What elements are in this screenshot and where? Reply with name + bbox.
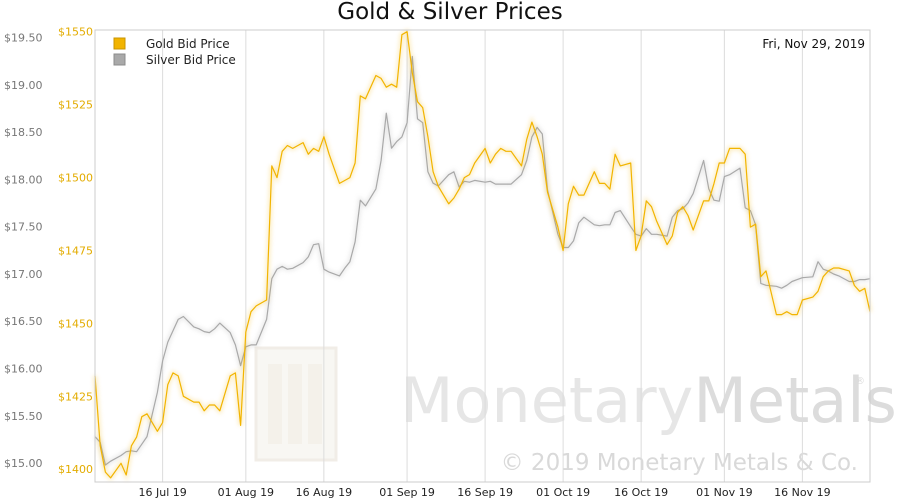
legend: Gold Bid Price Silver Bid Price: [113, 37, 236, 67]
y-tick-label-left: $18.50: [4, 126, 43, 139]
plot-frame: [94, 29, 871, 483]
y-tick-label-left: $16.00: [4, 363, 43, 376]
watermark: MonetaryMetals ® © 2019 Monetary Metals …: [254, 346, 897, 476]
y-tick-label-left: $17.50: [4, 221, 43, 234]
y-tick-label-left: $19.00: [4, 79, 43, 92]
watermark-copyright: © 2019 Monetary Metals & Co.: [501, 450, 858, 476]
x-tick-label: 01 Oct 19: [536, 486, 590, 499]
series-line-gold: [94, 31, 871, 479]
x-tick-label: 16 Sep 19: [457, 486, 513, 499]
y-tick-label-left: $16.50: [4, 315, 43, 328]
x-tick-label: 16 Oct 19: [614, 486, 668, 499]
watermark-brand-dark: Metals: [693, 364, 896, 437]
x-tick-label: 16 Aug 19: [296, 486, 352, 499]
y-tick-label-left: $18.00: [4, 173, 43, 186]
y-tick-label-left: $17.00: [4, 268, 43, 281]
legend-label-gold: Gold Bid Price: [146, 37, 230, 51]
x-tick-label: 16 Nov 19: [774, 486, 830, 499]
y-tick-label-right: $1475: [58, 244, 93, 257]
watermark-logo-icon: [254, 346, 338, 462]
y-tick-label-left: $15.50: [4, 410, 43, 423]
series-line-silver: [94, 55, 871, 466]
legend-swatch-gold: [113, 37, 126, 50]
y-axis-left: $15.00 $15.50 $16.00 $16.50 $17.00 $17.50 $18.…: [4, 32, 43, 471]
grid: [162, 30, 803, 482]
y-tick-label-right: $1500: [58, 172, 93, 185]
y-tick-label-right: $1425: [58, 390, 93, 403]
y-tick-label-right: $1450: [58, 317, 93, 330]
legend-swatch-silver: [113, 53, 126, 66]
y-tick-label-right: $1525: [58, 99, 93, 112]
x-axis: 16 Jul 19 01 Aug 19 16 Aug 19 01 Sep 19 16 S…: [138, 486, 830, 499]
y-axis-right: $1400 $1425 $1450 $1475 $1500 $1525 $1550: [58, 26, 93, 476]
watermark-brand-light: Monetary: [400, 364, 693, 437]
watermark-brand: MonetaryMetals: [400, 364, 897, 437]
series-layer: [93, 28, 872, 482]
y-tick-label-left: $19.50: [4, 32, 43, 45]
chart-title: Gold & Silver Prices: [337, 0, 562, 25]
legend-label-silver: Silver Bid Price: [146, 53, 236, 67]
y-tick-label-left: $15.00: [4, 457, 43, 470]
x-tick-label: 16 Jul 19: [138, 486, 186, 499]
y-tick-label-right: $1400: [58, 463, 93, 476]
watermark-registered: ®: [855, 376, 865, 387]
date-label: Fri, Nov 29, 2019: [762, 37, 865, 51]
x-tick-label: 01 Nov 19: [696, 486, 752, 499]
x-tick-label: 01 Aug 19: [218, 486, 274, 499]
y-tick-label-right: $1550: [58, 26, 93, 39]
x-tick-label: 01 Sep 19: [379, 486, 435, 499]
